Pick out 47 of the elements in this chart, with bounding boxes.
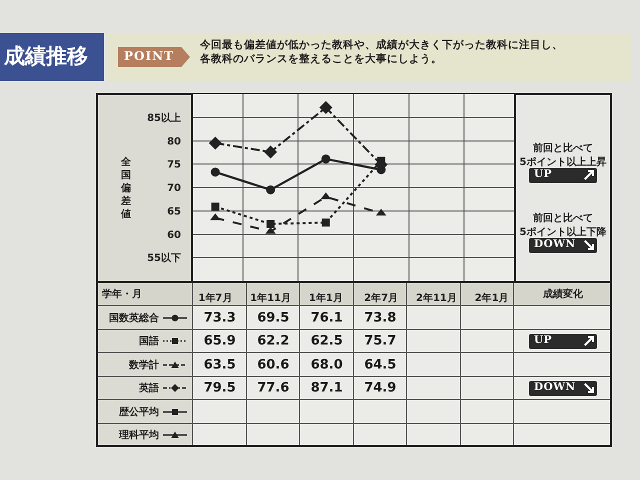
data-label: 73.3 <box>204 310 236 326</box>
text: POINT <box>124 49 174 63</box>
data-label: 69.5 <box>257 310 290 326</box>
chart-title: 成績推移 <box>4 43 88 70</box>
data-label: 73.8 <box>364 310 396 326</box>
x-tick-label: 2年1月 <box>474 292 509 304</box>
data-label: 74.9 <box>364 380 396 396</box>
data-label: 87.1 <box>310 380 343 396</box>
x-axis-title: 学年・月 <box>102 288 142 300</box>
legend-label: 国語 <box>139 334 159 348</box>
data-label: 63.5 <box>204 357 236 372</box>
text: 前回と比べて 5ポイント以上下降 <box>520 212 606 239</box>
x-tick-label: 2年11月 <box>416 292 457 304</box>
text: DOWN <box>534 238 576 250</box>
text: 成績変化 <box>543 288 583 300</box>
data-label: 62.5 <box>310 334 343 349</box>
legend-label: 理科平均 <box>119 428 159 442</box>
legend-label: 数学計 <box>129 358 159 372</box>
y-axis-title: 全国偏差値 <box>120 156 132 220</box>
x-tick-label: 2年7月 <box>364 292 398 304</box>
data-label: 60.6 <box>257 357 290 372</box>
legend-label: 国数英総合 <box>109 312 159 325</box>
data-label: 76.1 <box>310 310 343 326</box>
y-tick-label: 85以上 <box>147 112 181 124</box>
data-label: 65.9 <box>204 334 236 349</box>
data-label: 64.5 <box>364 357 396 372</box>
legend-label: 英語 <box>139 382 159 396</box>
data-label: 79.5 <box>204 380 236 396</box>
y-tick-label: 65 <box>167 206 182 218</box>
x-tick-label: 1年7月 <box>198 292 232 304</box>
data-label: 62.2 <box>257 334 290 349</box>
y-tick-label: 70 <box>167 183 182 194</box>
x-tick-label: 1年11月 <box>250 292 292 304</box>
text: UP <box>534 334 552 346</box>
text: DOWN <box>534 381 576 394</box>
y-tick-label: 80 <box>167 136 182 148</box>
y-tick-label: 55以下 <box>147 252 181 264</box>
text: UP <box>534 168 552 180</box>
data-label: 75.7 <box>364 334 396 349</box>
data-label: 77.6 <box>257 380 290 396</box>
y-tick-label: 60 <box>167 230 182 241</box>
data-label: 68.0 <box>310 357 343 372</box>
y-tick-label: 75 <box>167 160 182 171</box>
legend-label: 歴公平均 <box>119 406 159 419</box>
text: 今回最も偏差値が低かった教科や、成績が大きく下がった教科に注目し、各教科のバランスを整えることを大事にしよう。 <box>200 38 564 66</box>
text: 前回と比べて 5ポイント以上上昇 <box>520 142 606 169</box>
x-tick-label: 1年1月 <box>308 292 343 304</box>
